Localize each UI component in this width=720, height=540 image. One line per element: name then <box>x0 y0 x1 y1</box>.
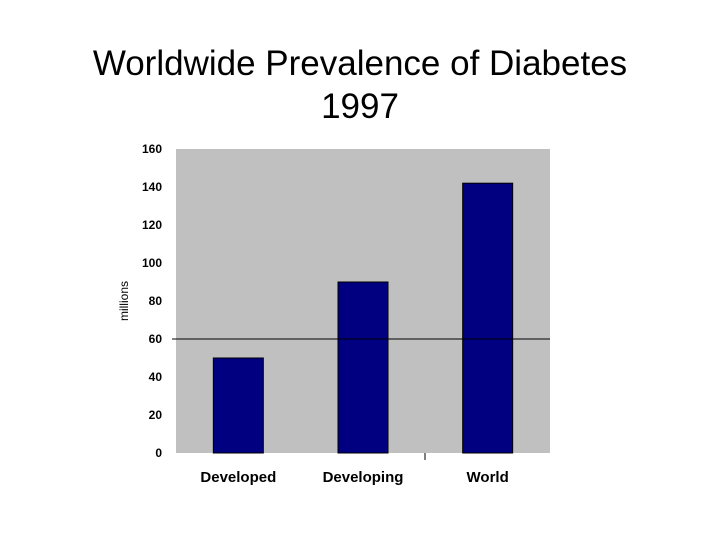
bar-world <box>462 182 514 454</box>
y-axis-label: millions <box>117 281 131 321</box>
bar-developed <box>212 357 264 454</box>
chart-title: Worldwide Prevalence of Diabetes 1997 <box>0 42 720 128</box>
y-tick-label-100: 100 <box>142 256 162 270</box>
y-tick-label-40: 40 <box>149 370 163 384</box>
y-axis-ticks: 0 20 40 60 80 100 120 140 160 <box>142 142 162 460</box>
y-tick-label-20: 20 <box>149 408 163 422</box>
y-tick-label-140: 140 <box>142 180 162 194</box>
y-tick-label-60: 60 <box>149 332 163 346</box>
y-tick-label-120: 120 <box>142 218 162 232</box>
bar-developing <box>337 281 389 454</box>
y-tick-label-0: 0 <box>155 446 162 460</box>
x-tick-label-developing: Developing <box>323 469 404 486</box>
bars-group <box>212 182 514 454</box>
x-tick-label-world: World <box>467 469 509 486</box>
x-axis-categories: Developed Developing World <box>200 469 508 486</box>
y-tick-label-80: 80 <box>149 294 163 308</box>
x-tick-label-developed: Developed <box>200 469 276 486</box>
chart-title-line1: Worldwide Prevalence of Diabetes <box>92 44 628 83</box>
chart-subtitle: 1997 <box>321 87 399 126</box>
y-tick-label-160: 160 <box>142 142 162 156</box>
